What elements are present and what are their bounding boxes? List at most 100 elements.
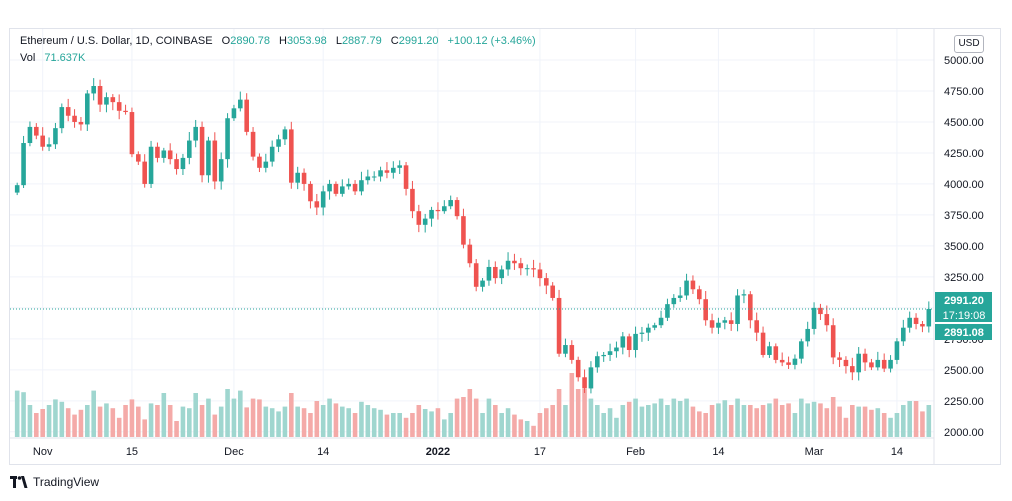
- candle-body: [505, 260, 511, 270]
- price-axis[interactable]: 2000.002250.002500.002750.003000.003250.…: [944, 55, 984, 439]
- candle-body: [582, 377, 587, 389]
- candle-body: [741, 294, 747, 296]
- volume-bar: [760, 405, 766, 437]
- volume-bar: [473, 398, 479, 437]
- volume-bar: [741, 405, 747, 437]
- volume-bar: [512, 414, 517, 437]
- tradingview-branding[interactable]: TradingView: [10, 475, 99, 489]
- volume-bar: [161, 393, 167, 437]
- candle-body: [40, 135, 45, 147]
- volume-bar: [116, 417, 122, 437]
- candle-body: [308, 183, 313, 202]
- open-price-tag: 2891.08: [944, 327, 984, 339]
- volume-bar: [123, 405, 128, 437]
- volume-bar: [652, 403, 657, 437]
- volume-bar: [728, 405, 734, 437]
- x-tick-label: 14: [891, 446, 903, 458]
- open-value: 2890.78: [230, 35, 270, 47]
- candle-body: [320, 191, 326, 208]
- candle-body: [187, 140, 192, 158]
- volume-bar: [371, 408, 377, 437]
- candle-body: [862, 353, 868, 363]
- candle-body: [257, 156, 262, 168]
- volume-bar: [716, 403, 721, 437]
- x-tick-label: 14: [317, 446, 329, 458]
- candle-body: [34, 126, 39, 136]
- volume-bar: [167, 405, 173, 437]
- volume-bar: [384, 414, 390, 437]
- candle-body: [314, 201, 320, 208]
- volume-bar: [14, 390, 20, 437]
- candle-body: [429, 209, 434, 219]
- volume-bar: [257, 399, 262, 437]
- candle-body: [575, 359, 581, 378]
- candle-body: [626, 336, 632, 351]
- volume-bar: [875, 408, 881, 437]
- volume-bar: [856, 406, 861, 437]
- candle-body: [295, 172, 300, 183]
- volume-bar: [703, 413, 708, 437]
- candle-body: [448, 200, 453, 207]
- candle-body: [728, 320, 734, 324]
- candle-body: [359, 180, 364, 192]
- candle-body: [174, 159, 179, 170]
- volume-legend: Vol 71.637K: [20, 52, 87, 64]
- candle-body: [340, 186, 345, 194]
- candle-body: [588, 367, 594, 389]
- candle-body: [403, 165, 409, 189]
- volume-bar: [862, 406, 868, 437]
- open-price-tag-bg: [935, 324, 992, 340]
- candle-body: [856, 353, 861, 373]
- candle-body: [901, 327, 906, 342]
- volume-bar: [620, 405, 626, 437]
- candle-body: [601, 354, 606, 357]
- countdown-tag: 17:19:08: [943, 310, 986, 322]
- volume-bar: [658, 398, 664, 437]
- volume-bar: [926, 405, 932, 437]
- volume-bar: [550, 405, 555, 437]
- y-tick-label: 4500.00: [944, 117, 984, 129]
- volume-bar: [346, 408, 351, 437]
- candle-body: [920, 323, 925, 327]
- candle-body: [72, 115, 77, 122]
- volume-bar: [881, 413, 887, 437]
- change-value: +100.12 (+3.46%): [447, 35, 536, 47]
- close-label: C: [390, 35, 399, 47]
- last-price-tag: 2991.20: [944, 295, 984, 307]
- candle-body: [799, 341, 804, 359]
- candle-body: [378, 170, 383, 177]
- volume-bar: [276, 411, 281, 437]
- candle-body: [556, 297, 562, 354]
- candle-body: [123, 110, 128, 113]
- ohlc-legend: Ethereum / U.S. Dollar, 1D, COINBASE O28…: [20, 35, 538, 47]
- price-tags: 2991.20 17:19:08 2891.08: [935, 292, 992, 340]
- candle-body: [110, 97, 116, 103]
- volume-bar: [289, 393, 294, 437]
- volume-bar: [824, 408, 830, 437]
- volume-bar: [799, 398, 804, 437]
- volume-value: 71.637K: [44, 52, 86, 64]
- candle-body: [665, 304, 670, 318]
- time-axis[interactable]: Nov 15 Dec 14 2022 17 Feb 14 Mar 14: [33, 446, 903, 458]
- volume-bar: [493, 405, 498, 437]
- volume-bar: [422, 409, 428, 437]
- volume-bar: [779, 405, 785, 437]
- candle-body: [544, 278, 549, 286]
- candle-body: [282, 129, 288, 140]
- candle-body: [894, 341, 900, 360]
- volume-bar: [416, 405, 422, 437]
- symbol-title[interactable]: Ethereum / U.S. Dollar, 1D, COINBASE: [20, 35, 213, 47]
- volume-bar: [238, 390, 243, 437]
- volume-label[interactable]: Vol: [20, 52, 36, 64]
- currency-button[interactable]: USD: [954, 35, 984, 53]
- candle-body: [397, 165, 402, 168]
- candle-body: [703, 299, 708, 321]
- candle-body: [148, 146, 154, 184]
- y-tick-label: 4000.00: [944, 179, 984, 191]
- candle-body: [206, 140, 211, 176]
- volume-bar: [397, 413, 402, 437]
- x-tick-label: Feb: [626, 446, 645, 458]
- volume-bar: [225, 389, 230, 437]
- x-tick-label: 14: [712, 446, 724, 458]
